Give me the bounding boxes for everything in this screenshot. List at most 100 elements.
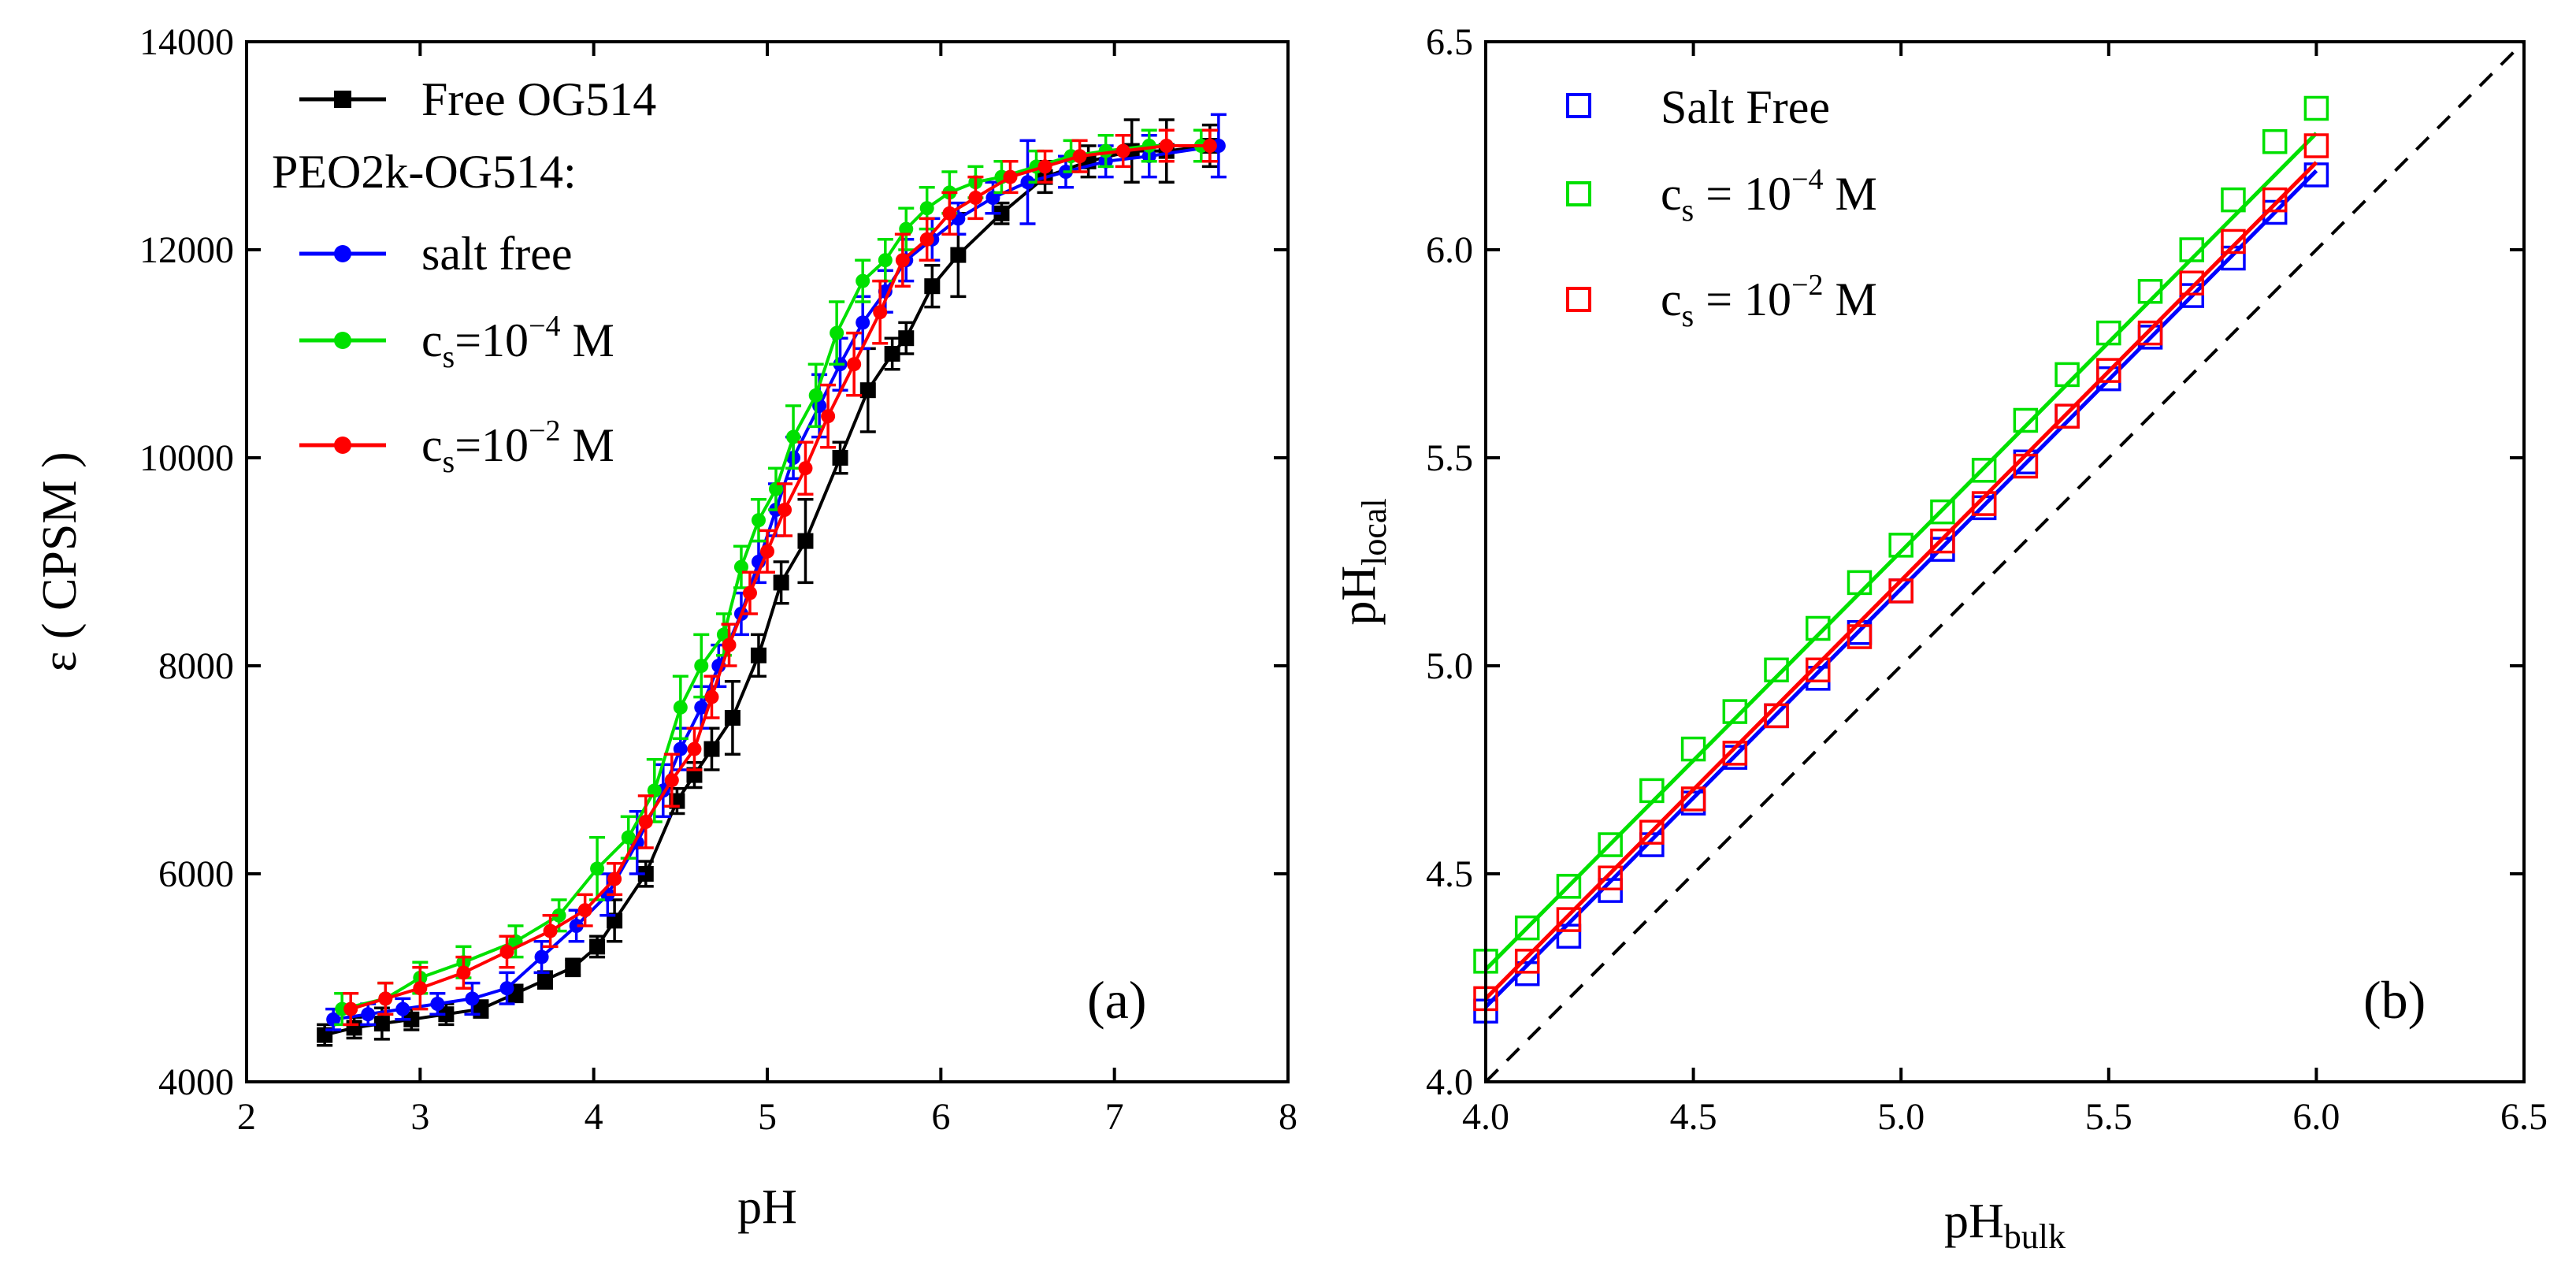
data-point — [1806, 615, 1831, 641]
data-point — [361, 1007, 376, 1022]
data-point — [2013, 407, 2039, 433]
panel-b-y-tick-label: 5.5 — [1426, 437, 1473, 479]
data-point — [1514, 915, 1540, 941]
series-c-s-10-4-m — [1473, 95, 2329, 974]
data-point — [1930, 528, 1955, 554]
panel-a-ticks: 2 3 4 5 6 7 8 4000 6000 8000 10000 12000 14000 — [139, 21, 1297, 1138]
data-point — [378, 991, 393, 1006]
data-point — [919, 232, 934, 247]
panel-b-x-tick-label: 4.0 — [1462, 1096, 1509, 1138]
data-point — [769, 481, 784, 496]
data-point — [985, 191, 1000, 205]
panel-b-chart: 4.0 4.5 5.0 5.5 6.0 6.5 4.0 4.5 5.0 5.5 6.0 6.5 (b)… — [1332, 21, 2548, 1256]
data-point — [1971, 458, 1997, 483]
data-point — [551, 908, 566, 923]
data-point — [2303, 95, 2329, 121]
data-point — [1598, 832, 1623, 857]
data-point — [2179, 283, 2204, 308]
data-point — [2303, 162, 2329, 188]
data-point — [326, 1012, 341, 1027]
data-point — [856, 273, 870, 288]
panel-a-x-tick-label: 4 — [585, 1096, 603, 1138]
data-point — [638, 815, 653, 829]
panel-a-y-tick-label: 14000 — [139, 21, 234, 63]
panel-b-plot-frame — [1484, 40, 2526, 1083]
data-point — [919, 201, 934, 216]
series-c-s-10-2-m — [343, 128, 1218, 1027]
fit-line-c-s-10-4-m — [1484, 132, 2318, 972]
series-salt-free — [1473, 162, 2329, 1024]
panel-a-chart: 2 3 4 5 6 7 8 4000 6000 8000 10000 12000 14000 (a) p… — [33, 21, 1297, 1234]
data-point — [2054, 403, 2080, 429]
data-point — [2221, 229, 2246, 255]
panel-a-x-tick-label: 7 — [1105, 1096, 1124, 1138]
panel-b-y-axis-label-main: pH — [1332, 566, 1386, 626]
panel-a-legend: Free OG514 PEO2k-OG514: salt free cs=10−… — [272, 73, 656, 479]
data-point — [2179, 270, 2204, 295]
data-point — [1722, 699, 1748, 724]
legend-b-cs-1e-2-marker — [1566, 287, 1591, 312]
data-point — [993, 205, 1010, 221]
data-point — [1930, 499, 1955, 525]
data-point — [2262, 128, 2288, 154]
data-point — [430, 997, 445, 1011]
data-point — [647, 783, 662, 798]
data-point — [2137, 320, 2163, 346]
data-point — [832, 450, 848, 466]
data-point — [590, 861, 605, 876]
data-point — [2013, 453, 2039, 479]
data-point — [722, 637, 737, 652]
data-point — [687, 741, 702, 756]
data-point — [2179, 237, 2204, 262]
data-point — [1115, 143, 1130, 158]
data-point — [797, 533, 814, 549]
data-point — [694, 659, 709, 673]
panel-a-x-tick-label: 8 — [1279, 1096, 1297, 1138]
panel-a-y-axis-label: ε ( CPSM ) — [33, 451, 87, 671]
panel-b-y-axis-label: pHlocal — [1332, 498, 1394, 625]
data-point — [1556, 923, 1582, 949]
data-point — [786, 429, 801, 444]
data-point — [536, 972, 553, 988]
data-point — [2221, 245, 2246, 271]
data-point — [694, 700, 709, 715]
legend-cs-1e-2-label: cs=10−2 M — [421, 414, 614, 479]
data-point — [878, 253, 893, 268]
panel-b-y-tick-label: 4.5 — [1426, 853, 1473, 895]
legend-salt-free-label: salt free — [421, 228, 573, 280]
data-point — [1680, 736, 1706, 762]
data-point — [413, 981, 428, 996]
panel-b-marks — [1473, 40, 2526, 1083]
series-c-s-10-2-m — [1473, 133, 2329, 1012]
data-point — [673, 700, 688, 715]
panel-b-x-tick-label: 5.0 — [1877, 1096, 1925, 1138]
data-point — [950, 247, 967, 263]
data-point — [607, 871, 622, 886]
data-point — [856, 315, 870, 330]
data-point — [2096, 358, 2121, 383]
data-point — [673, 741, 688, 756]
legend-b-cs-1e-4-label: cs = 10−4 M — [1661, 163, 1877, 228]
panel-b-y-tick-label: 5.0 — [1426, 645, 1473, 687]
data-point — [1888, 533, 1913, 558]
data-point — [438, 1006, 455, 1023]
data-point — [1971, 491, 1997, 516]
data-point — [1202, 139, 1217, 153]
data-point — [942, 206, 957, 221]
data-point — [456, 965, 471, 980]
panel-a-y-tick-label: 4000 — [158, 1061, 234, 1103]
data-point — [847, 357, 862, 372]
data-point — [1556, 907, 1582, 932]
data-point — [395, 1001, 410, 1016]
panel-b-x-axis-label: pHbulk — [1944, 1195, 2066, 1256]
data-point — [2054, 362, 2080, 388]
legend-b-cs-1e-2-label: cs = 10−2 M — [1661, 269, 1877, 333]
data-point — [2096, 320, 2121, 346]
panel-b-legend: Salt Free cs = 10−4 M cs = 10−2 M — [1566, 81, 1877, 333]
data-point — [884, 346, 900, 362]
panel-b-x-axis-label-main: pH — [1944, 1195, 2004, 1248]
data-point — [873, 305, 888, 320]
data-point — [968, 191, 983, 205]
data-point — [821, 409, 836, 424]
